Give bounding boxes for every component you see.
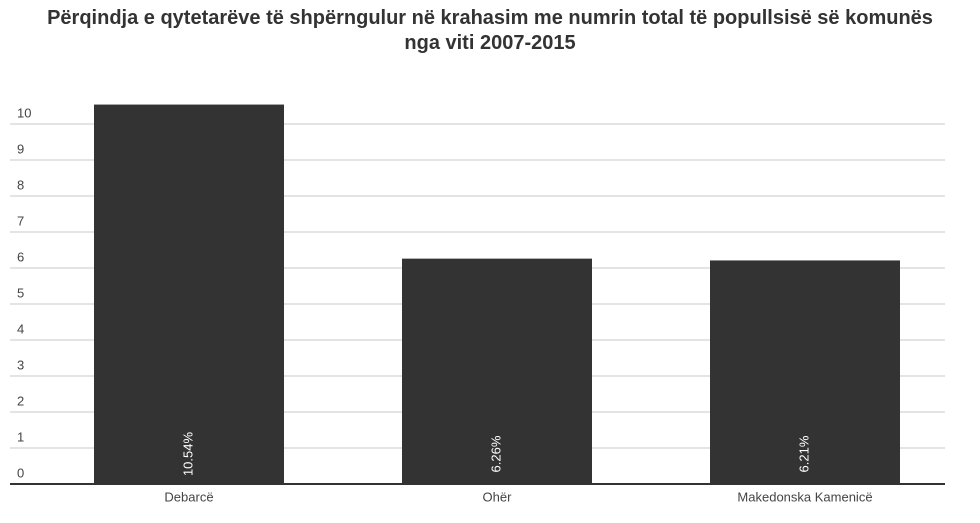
y-tick-label: 4 [17,321,24,336]
y-tick-label: 0 [17,465,24,480]
x-tick-label: Debarcë [164,489,213,504]
y-tick-label: 10 [17,105,31,120]
y-tick-label: 1 [17,429,24,444]
chart-title: Përqindja e qytetarëve të shpërngulur në… [47,7,933,54]
x-tick-label: Makedonska Kamenicë [737,489,872,504]
y-tick-label: 6 [17,249,24,264]
bar [402,258,592,484]
y-tick-label: 2 [17,393,24,408]
y-tick-label: 9 [17,141,24,156]
bar [710,260,900,484]
value-label: 6.26% [488,435,503,472]
y-tick-label: 8 [17,177,24,192]
x-tick-label: Ohër [483,489,513,504]
bar [94,104,284,484]
y-tick-label: 7 [17,213,24,228]
y-tick-label: 3 [17,357,24,372]
value-label: 6.21% [796,435,811,472]
y-tick-label: 5 [17,285,24,300]
value-label: 10.54% [180,432,195,477]
